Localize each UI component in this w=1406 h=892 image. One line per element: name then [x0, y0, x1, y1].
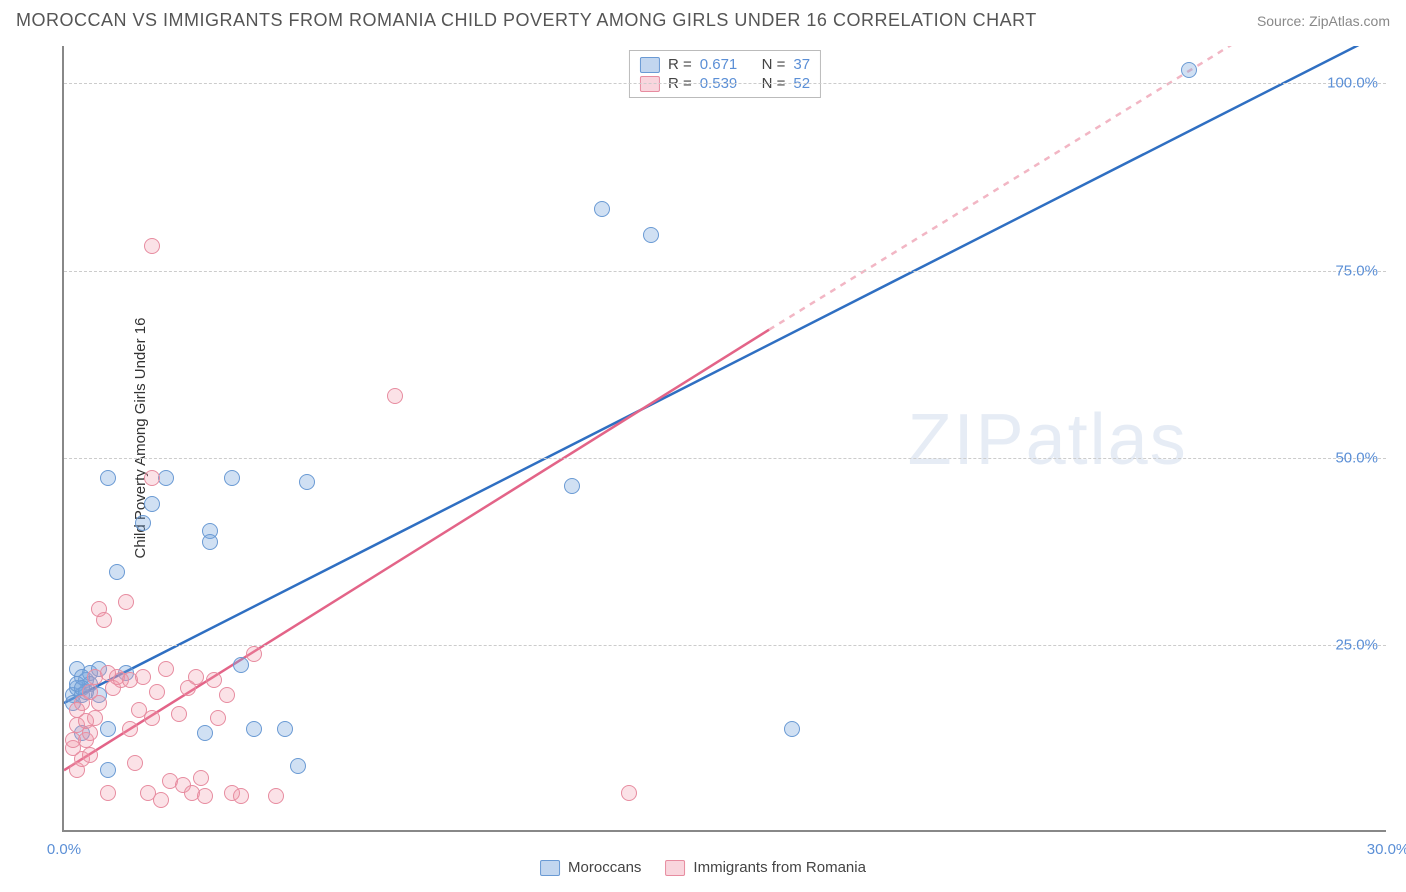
source-attribution: Source: ZipAtlas.com [1257, 13, 1390, 29]
y-tick-label: 75.0% [1335, 262, 1378, 279]
gridline [64, 645, 1386, 646]
data-point [96, 612, 112, 628]
x-tick-label: 0.0% [47, 841, 81, 858]
x-tick-label: 30.0% [1367, 841, 1406, 858]
legend-item: Moroccans [540, 859, 641, 876]
chart-container: Child Poverty Among Girls Under 16 ZIPat… [62, 46, 1386, 832]
data-point [82, 747, 98, 763]
data-point [149, 684, 165, 700]
plot-area: Child Poverty Among Girls Under 16 ZIPat… [62, 46, 1386, 832]
data-point [643, 227, 659, 243]
data-point [127, 755, 143, 771]
data-point [122, 721, 138, 737]
stats-legend-row: R = 0.671 N = 37 [640, 55, 810, 74]
data-point [188, 669, 204, 685]
legend-swatch [665, 860, 685, 876]
y-tick-label: 50.0% [1335, 449, 1378, 466]
data-point [144, 710, 160, 726]
gridline [64, 271, 1386, 272]
chart-header: MOROCCAN VS IMMIGRANTS FROM ROMANIA CHIL… [0, 0, 1406, 35]
legend-label: Moroccans [568, 859, 641, 876]
data-point [69, 702, 85, 718]
data-point [100, 470, 116, 486]
chart-title: MOROCCAN VS IMMIGRANTS FROM ROMANIA CHIL… [16, 10, 1037, 31]
legend-item: Immigrants from Romania [665, 859, 866, 876]
stat-r-label: R = [668, 56, 692, 73]
gridline [64, 458, 1386, 459]
stat-n-value: 37 [793, 56, 810, 73]
data-point [210, 710, 226, 726]
stat-r-value: 0.671 [700, 56, 738, 73]
data-point [91, 695, 107, 711]
data-point [193, 770, 209, 786]
data-point [1181, 62, 1197, 78]
data-point [277, 721, 293, 737]
data-point [65, 732, 81, 748]
data-point [784, 721, 800, 737]
data-point [594, 201, 610, 217]
data-point [197, 725, 213, 741]
data-point [144, 238, 160, 254]
watermark: ZIPatlas [908, 399, 1188, 481]
data-point [206, 672, 222, 688]
data-point [144, 470, 160, 486]
data-point [118, 594, 134, 610]
data-point [100, 721, 116, 737]
data-point [135, 515, 151, 531]
stat-n-label: N = [762, 56, 786, 73]
data-point [197, 788, 213, 804]
data-point [158, 661, 174, 677]
y-tick-label: 25.0% [1335, 636, 1378, 653]
regression-lines [64, 46, 1386, 830]
stats-legend-box: R = 0.671 N = 37R = 0.539 N = 52 [629, 50, 821, 98]
legend-swatch [540, 860, 560, 876]
data-point [219, 687, 235, 703]
gridline [64, 83, 1386, 84]
data-point [246, 646, 262, 662]
data-point [290, 758, 306, 774]
legend-label: Immigrants from Romania [693, 859, 866, 876]
data-point [246, 721, 262, 737]
data-point [564, 478, 580, 494]
data-point [224, 470, 240, 486]
data-point [100, 762, 116, 778]
data-point [153, 792, 169, 808]
data-point [387, 388, 403, 404]
data-point [100, 785, 116, 801]
data-point [202, 534, 218, 550]
data-point [299, 474, 315, 490]
data-point [109, 564, 125, 580]
data-point [171, 706, 187, 722]
data-point [268, 788, 284, 804]
legend-swatch [640, 57, 660, 73]
y-tick-label: 100.0% [1327, 75, 1378, 92]
data-point [144, 496, 160, 512]
data-point [233, 788, 249, 804]
data-point [621, 785, 637, 801]
series-legend: Moroccans Immigrants from Romania [540, 859, 866, 876]
data-point [135, 669, 151, 685]
data-point [233, 657, 249, 673]
